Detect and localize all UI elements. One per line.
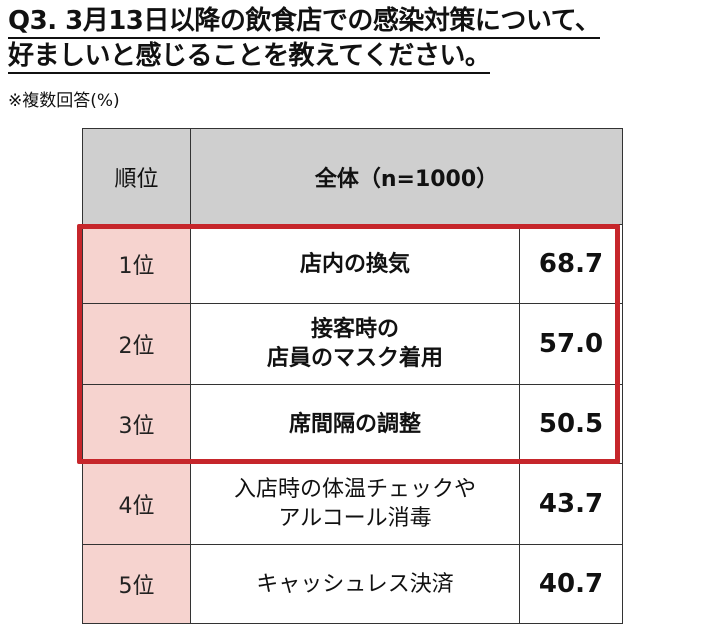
value-cell: 68.7 — [518, 224, 624, 304]
page-title: Q3. 3月13日以降の飲食店での感染対策について、 好ましいと感じることを教え… — [8, 4, 702, 74]
title-line-2: 好ましいと感じることを教えてください。 — [8, 39, 702, 74]
item-cell: 店内の換気 — [190, 224, 520, 304]
table-row: 3位 席間隔の調整 50.5 — [82, 384, 624, 464]
item-cell: 接客時の 店員のマスク着用 — [190, 303, 520, 385]
rank-cell: 1位 — [82, 224, 191, 304]
table-header-row: 順位 全体（n=1000） — [82, 128, 624, 225]
header-total: 全体（n=1000） — [189, 128, 624, 225]
table-row: 4位 入店時の体温チェックや アルコール消毒 43.7 — [82, 463, 624, 545]
rank-cell: 3位 — [82, 384, 191, 464]
header-rank: 順位 — [82, 128, 191, 225]
table-row: 2位 接客時の 店員のマスク着用 57.0 — [82, 303, 624, 385]
table-row: 5位 キャッシュレス決済 40.7 — [82, 544, 624, 624]
value-cell: 43.7 — [518, 463, 624, 545]
item-cell: 席間隔の調整 — [190, 384, 520, 464]
title-line-1: Q3. 3月13日以降の飲食店での感染対策について、 — [8, 4, 702, 39]
answer-note: ※複数回答(%) — [8, 91, 120, 111]
item-cell: 入店時の体温チェックや アルコール消毒 — [190, 463, 520, 545]
table-row: 1位 店内の換気 68.7 — [82, 224, 624, 304]
value-cell: 50.5 — [518, 384, 624, 464]
rank-cell: 4位 — [82, 463, 191, 545]
value-cell: 57.0 — [518, 303, 624, 385]
value-cell: 40.7 — [518, 544, 624, 624]
rank-cell: 5位 — [82, 544, 191, 624]
item-cell: キャッシュレス決済 — [190, 544, 520, 624]
rank-cell: 2位 — [82, 303, 191, 385]
ranking-table: 順位 全体（n=1000） 1位 店内の換気 68.7 2位 接客時の 店員のマ… — [82, 128, 624, 624]
